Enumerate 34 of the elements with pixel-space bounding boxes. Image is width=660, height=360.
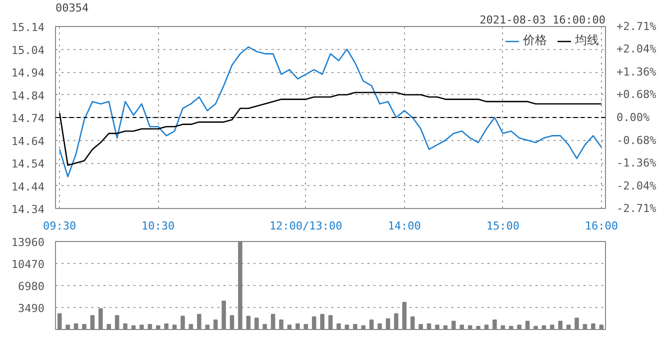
y-tick-label: 10470 <box>11 258 45 271</box>
line-series <box>58 92 602 166</box>
y-tick-label: 13960 <box>11 236 45 249</box>
x-tick-label: 12:00/13:00 <box>269 220 342 232</box>
y2-tick-label: +0.68% <box>616 88 657 102</box>
y-tick-label: 14.74 <box>11 112 45 125</box>
y2-tick-label: +1.36% <box>616 65 657 78</box>
y2-tick-label: +2.04% <box>616 42 657 56</box>
x-tick-label: 16:00 <box>584 220 618 232</box>
x-tick-label: 09:30 <box>43 220 76 232</box>
y-tick-label: 14.44 <box>11 180 45 194</box>
y-tick-label: 6980 <box>18 280 45 293</box>
legend-label: 均线 <box>575 32 599 49</box>
y-tick-label: 14.54 <box>11 158 45 170</box>
y2-tick-label: -1.36% <box>616 156 657 170</box>
x-tick-label: 10:30 <box>142 220 175 232</box>
y2-tick-label: 0.00% <box>616 111 650 124</box>
y2-tick-label: -2.71% <box>616 202 657 215</box>
y-tick-label: 15.14 <box>11 21 45 34</box>
y-tick-label: 15.04 <box>11 44 45 57</box>
x-tick-label: 14:00 <box>388 220 421 232</box>
text: 2021-08-03 16:00:00 <box>480 14 606 26</box>
y-tick-label: 14.84 <box>11 89 45 102</box>
y-tick-label: 14.64 <box>11 134 45 148</box>
y-tick-label: 3490 <box>18 302 45 315</box>
y-tick-label: 14.34 <box>11 203 45 216</box>
y2-tick-label: +2.71% <box>616 20 657 33</box>
y-tick-label: 14.94 <box>11 66 45 80</box>
legend-label: 价格 <box>523 32 547 49</box>
y2-tick-label: -2.04% <box>616 180 657 192</box>
y2-tick-label: -0.68% <box>616 134 657 147</box>
chart-title: 00354 <box>56 2 89 14</box>
x-tick-label: 15:00 <box>486 220 520 232</box>
line-series <box>58 46 602 178</box>
